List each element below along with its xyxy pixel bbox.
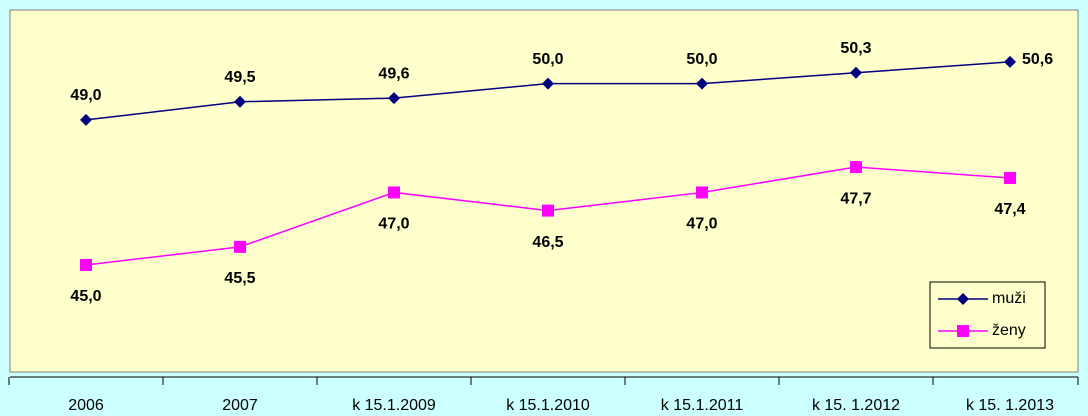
data-label: 49,6 [378,65,409,82]
data-point [388,186,400,199]
x-tick-label: k 15. 1.2013 [966,397,1054,414]
data-label: 49,5 [224,69,255,86]
x-tick-label: 2006 [68,397,104,414]
data-label: 50,0 [686,51,717,68]
legend-label: ženy [992,322,1026,339]
data-label: 45,5 [224,270,255,287]
x-tick-label: k 15.1.2009 [352,397,436,414]
data-point [388,92,400,105]
data-label: 50,6 [1022,51,1053,68]
legend-label: muži [992,290,1026,307]
legend-box [929,281,1046,349]
data-point [1004,171,1016,184]
data-label: 50,0 [532,51,563,68]
data-label: 50,3 [840,40,871,57]
data-label: 47,0 [686,216,717,233]
data-label: 45,0 [70,288,101,305]
data-point [850,66,862,79]
data-point [696,186,708,199]
data-point [1004,55,1016,68]
data-point [80,258,92,271]
data-label: 47,7 [840,190,871,207]
data-label: 47,0 [378,216,409,233]
data-point [80,113,92,126]
x-tick-label: k 15.1.2011 [661,397,744,414]
data-label: 49,0 [70,87,101,104]
x-tick-label: 2007 [222,397,258,414]
data-point [542,77,554,90]
x-tick-label: k 15. 1.2012 [812,397,900,414]
legend-marker [957,325,969,337]
data-point [850,161,862,174]
x-tick-label: k 15.1.2010 [506,397,590,414]
data-point [234,240,246,253]
data-point [234,95,246,108]
data-point [542,204,554,217]
data-point [696,77,708,90]
data-label: 46,5 [532,234,563,251]
data-label: 47,4 [994,201,1025,218]
legend-marker [957,293,969,305]
